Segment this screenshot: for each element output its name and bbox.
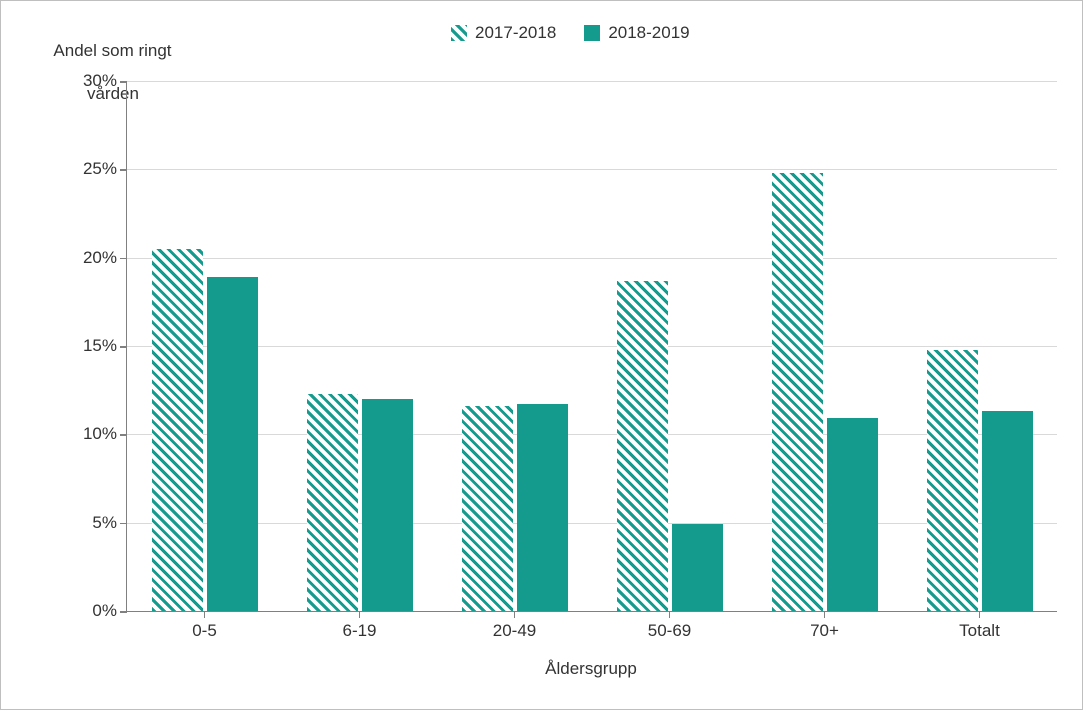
legend: 2017-2018 2018-2019 [451,23,690,43]
x-tick-mark [979,611,981,618]
bar [617,281,668,611]
bar [517,404,568,611]
gridline [127,346,1057,347]
gridline [127,81,1057,82]
x-tick-mark [359,611,361,618]
x-tick-mark [669,611,671,618]
gridline [127,523,1057,524]
gridline [127,434,1057,435]
y-tick-mark [120,346,127,348]
bar [827,418,878,611]
legend-item-0: 2017-2018 [451,23,556,43]
x-axis-title: Åldersgrupp [126,659,1056,679]
gridline [127,258,1057,259]
x-tick-mark [824,611,826,618]
x-tick-mark [204,611,206,618]
legend-item-1: 2018-2019 [584,23,689,43]
legend-label-1: 2018-2019 [608,23,689,43]
y-tick-mark [120,258,127,260]
bar [462,406,513,611]
bar [152,249,203,611]
legend-swatch-0 [451,25,467,41]
bar [982,411,1033,611]
chart-frame: Andel som ringt vården 2017-2018 2018-20… [0,0,1083,710]
y-tick-mark [120,434,127,436]
y-tick-mark [120,611,127,613]
bar [307,394,358,611]
bar [772,173,823,611]
y-tick-mark [120,81,127,83]
bar [207,277,258,611]
plot-area: 0%5%10%15%20%25%30%0-56-1920-4950-6970+T… [126,81,1057,612]
x-tick-mark [514,611,516,618]
gridline [127,169,1057,170]
legend-swatch-1 [584,25,600,41]
y-tick-mark [120,169,127,171]
bar [672,524,723,611]
legend-label-0: 2017-2018 [475,23,556,43]
y-axis-title-line1: Andel som ringt [53,41,171,60]
bar [927,350,978,611]
bar [362,399,413,611]
y-tick-mark [120,523,127,525]
